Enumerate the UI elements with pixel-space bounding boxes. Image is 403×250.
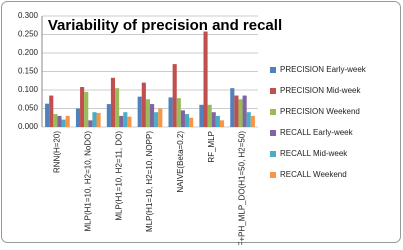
bar: [96, 112, 101, 127]
bar: [180, 110, 185, 127]
bar: [145, 99, 150, 127]
bar: [110, 77, 116, 127]
bar: [238, 99, 243, 127]
y-tick-label: 0.200: [18, 48, 39, 57]
bar: [123, 112, 128, 127]
y-tick-label: 0.250: [18, 30, 39, 39]
bar: [106, 104, 111, 127]
bar: [203, 31, 208, 127]
x-tick-label: RF+PH_MLP_DO(H1=50, H2=50): [238, 131, 247, 245]
bar: [45, 103, 50, 127]
bar: [53, 114, 58, 127]
x-tick-label: MLP(H1=10, H2=11, DO): [114, 131, 123, 221]
bar: [137, 96, 142, 127]
x-tick-label: RNN(H=20): [53, 131, 62, 173]
bar: [246, 112, 251, 127]
bar: [219, 120, 225, 127]
legend-swatch: [270, 67, 276, 73]
x-tick-label: MLP(H1=10, H2=10, NOPP): [145, 131, 154, 232]
bar: [234, 95, 239, 127]
y-tick-label: 0.100: [18, 85, 39, 94]
bar: [65, 115, 70, 127]
bar: [127, 116, 132, 127]
bar: [141, 82, 146, 127]
legend-label: PRECISION Early-week: [280, 65, 367, 74]
bar: [92, 112, 97, 127]
legend-label: RECALL Mid-week: [280, 149, 348, 158]
bar: [88, 120, 93, 127]
bar: [150, 104, 155, 127]
x-tick-label: NAIVE(Beta=0.2): [176, 131, 185, 193]
bar: [211, 112, 216, 127]
plot-area: 0.000 0.050 0.100 0.150 0.200 0.250 0.300 RNN(H…: [18, 11, 367, 250]
y-tick-label: 0.000: [18, 122, 39, 131]
y-tick-label: 0.150: [18, 67, 39, 76]
bar: [80, 87, 85, 127]
bar: [172, 64, 177, 127]
legend-label: PRECISION Weekend: [280, 107, 360, 116]
bar: [154, 112, 159, 127]
bar: [57, 115, 62, 127]
legend-swatch: [270, 172, 276, 178]
bar: [207, 104, 212, 127]
x-tick-label: RF_MLP: [207, 131, 216, 163]
legend-swatch: [270, 130, 276, 136]
x-tick-label: MLP(H1=10, H2=10, NoDO): [83, 131, 92, 232]
chart-title: Variability of precision and recall: [48, 17, 282, 34]
legend-label: RECALL Early-week: [280, 128, 354, 137]
bar: [215, 115, 220, 127]
legend-swatch: [270, 151, 276, 157]
legend-label: PRECISION Mid-week: [280, 86, 361, 95]
bar: [61, 119, 66, 127]
bar: [115, 88, 120, 127]
bar: [184, 114, 190, 127]
legend-swatch: [270, 109, 276, 115]
bar: [168, 97, 173, 127]
legend-label: RECALL Weekend: [280, 170, 347, 179]
legend-swatch: [270, 88, 276, 94]
bar: [75, 108, 81, 127]
y-tick-label: 0.300: [18, 11, 39, 20]
bar: [49, 95, 54, 127]
bar: [250, 115, 255, 127]
bar: [84, 91, 89, 127]
bar: [158, 108, 163, 127]
bar: [199, 104, 204, 127]
bar: [242, 95, 247, 127]
bar: [176, 98, 181, 127]
bar: [230, 88, 235, 127]
bar: [119, 115, 124, 127]
y-tick-label: 0.050: [18, 104, 39, 113]
bar: [189, 117, 194, 127]
